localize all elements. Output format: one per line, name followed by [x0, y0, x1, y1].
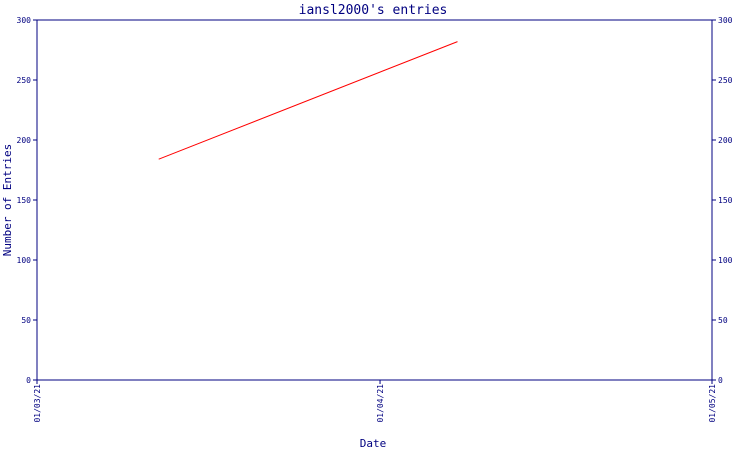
y-tick-label-left: 150	[17, 196, 32, 205]
y-tick-label-right: 100	[718, 256, 733, 265]
y-tick-label-right: 150	[718, 196, 733, 205]
y-ticks-left: 0 50 100 150 200 250 300	[17, 16, 37, 385]
y-tick-label-left: 250	[17, 76, 32, 85]
series-layer	[158, 41, 458, 160]
series-line-0	[158, 41, 458, 160]
y-tick-label-left: 200	[17, 136, 32, 145]
y-tick-label-right: 50	[718, 316, 728, 325]
y-tick-label-right: 0	[718, 376, 723, 385]
y-tick-label-left: 0	[26, 376, 31, 385]
x-tick-label: 01/04/21	[376, 384, 385, 423]
y-tick-label-left: 100	[17, 256, 32, 265]
y-tick-label-right: 300	[718, 16, 733, 25]
y-axis-title: Number of Entries	[1, 144, 14, 257]
y-tick-label-left: 50	[21, 316, 31, 325]
x-tick-label: 01/05/21	[708, 384, 717, 423]
y-tick-label-right: 200	[718, 136, 733, 145]
y-ticks-right: 0 50 100 150 200 250 300	[712, 16, 733, 385]
y-tick-label-right: 250	[718, 76, 733, 85]
x-tick-label: 01/03/21	[33, 384, 42, 423]
x-axis-title: Date	[360, 437, 387, 450]
y-tick-label-left: 300	[17, 16, 32, 25]
x-ticks: 01/03/21 01/04/21 01/05/21	[33, 380, 717, 423]
chart-title: iansl2000's entries	[299, 3, 448, 18]
